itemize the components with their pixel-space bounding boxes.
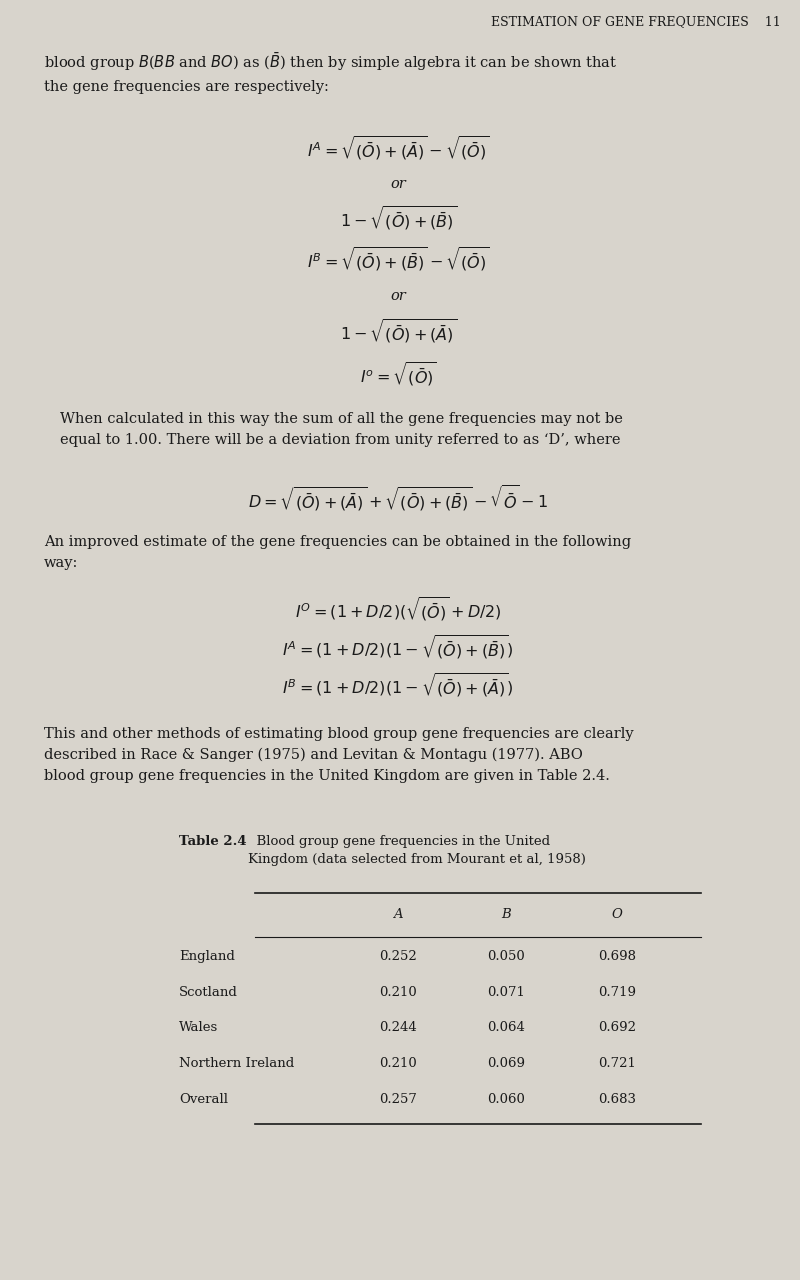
Text: 0.692: 0.692 bbox=[598, 1021, 636, 1034]
Text: or: or bbox=[390, 177, 406, 191]
Text: 0.683: 0.683 bbox=[598, 1093, 636, 1106]
Text: $I^A = \sqrt{(\bar{O}) + (\bar{A})} - \sqrt{(\bar{O})}$: $I^A = \sqrt{(\bar{O}) + (\bar{A})} - \s… bbox=[307, 134, 490, 161]
Text: 0.071: 0.071 bbox=[486, 986, 525, 998]
Text: $I^B = \sqrt{(\bar{O}) + (\bar{B})} - \sqrt{(\bar{O})}$: $I^B = \sqrt{(\bar{O}) + (\bar{B})} - \s… bbox=[306, 246, 490, 273]
Text: Overall: Overall bbox=[179, 1093, 228, 1106]
Text: Blood group gene frequencies in the United
Kingdom (data selected from Mourant e: Blood group gene frequencies in the Unit… bbox=[249, 835, 586, 865]
Text: 0.257: 0.257 bbox=[379, 1093, 417, 1106]
Text: $I^B = (1 + D/2)(1 - \sqrt{(\bar{O}) + (\bar{A})})$: $I^B = (1 + D/2)(1 - \sqrt{(\bar{O}) + (… bbox=[282, 672, 514, 699]
Text: Table 2.4: Table 2.4 bbox=[179, 835, 246, 847]
Text: $1 - \sqrt{(\bar{O}) + (\bar{A})}$: $1 - \sqrt{(\bar{O}) + (\bar{A})}$ bbox=[340, 317, 457, 344]
Text: $1 - \sqrt{(\bar{O}) + (\bar{B})}$: $1 - \sqrt{(\bar{O}) + (\bar{B})}$ bbox=[340, 205, 457, 232]
Text: A: A bbox=[394, 908, 403, 920]
Text: This and other methods of estimating blood group gene frequencies are clearly
de: This and other methods of estimating blo… bbox=[44, 727, 634, 783]
Text: An improved estimate of the gene frequencies can be obtained in the following
wa: An improved estimate of the gene frequen… bbox=[44, 535, 631, 570]
Text: 0.210: 0.210 bbox=[379, 1057, 417, 1070]
Text: Wales: Wales bbox=[179, 1021, 218, 1034]
Text: 0.698: 0.698 bbox=[598, 950, 636, 963]
Text: or: or bbox=[390, 289, 406, 303]
Text: 0.060: 0.060 bbox=[486, 1093, 525, 1106]
Text: Northern Ireland: Northern Ireland bbox=[179, 1057, 294, 1070]
Text: O: O bbox=[612, 908, 622, 920]
Text: When calculated in this way the sum of all the gene frequencies may not be
equal: When calculated in this way the sum of a… bbox=[60, 412, 622, 447]
Text: 0.719: 0.719 bbox=[598, 986, 636, 998]
Text: 0.210: 0.210 bbox=[379, 986, 417, 998]
Text: $I^A = (1 + D/2)(1 - \sqrt{(\bar{O}) + (\bar{B})})$: $I^A = (1 + D/2)(1 - \sqrt{(\bar{O}) + (… bbox=[282, 634, 514, 660]
Text: ESTIMATION OF GENE FREQUENCIES    11: ESTIMATION OF GENE FREQUENCIES 11 bbox=[490, 15, 780, 28]
Text: 0.064: 0.064 bbox=[486, 1021, 525, 1034]
Text: 0.050: 0.050 bbox=[486, 950, 525, 963]
Text: 0.252: 0.252 bbox=[379, 950, 417, 963]
Text: $I^O = (1 + D/2)(\sqrt{(\bar{O})} + D/2)$: $I^O = (1 + D/2)(\sqrt{(\bar{O})} + D/2)… bbox=[295, 595, 502, 622]
Text: $I^o = \sqrt{(\bar{O})}$: $I^o = \sqrt{(\bar{O})}$ bbox=[360, 361, 437, 388]
Text: 0.244: 0.244 bbox=[379, 1021, 417, 1034]
Text: blood group $B$($BB$ and $BO$) as ($\bar{B}$) then by simple algebra it can be s: blood group $B$($BB$ and $BO$) as ($\bar… bbox=[44, 51, 618, 93]
Text: 0.069: 0.069 bbox=[486, 1057, 525, 1070]
Text: 0.721: 0.721 bbox=[598, 1057, 636, 1070]
Text: Scotland: Scotland bbox=[179, 986, 238, 998]
Text: B: B bbox=[501, 908, 510, 920]
Text: $D = \sqrt{(\bar{O}) + (\bar{A})} + \sqrt{(\bar{O}) + (\bar{B})} - \sqrt{\bar{O}: $D = \sqrt{(\bar{O}) + (\bar{A})} + \sqr… bbox=[248, 484, 548, 513]
Text: England: England bbox=[179, 950, 235, 963]
